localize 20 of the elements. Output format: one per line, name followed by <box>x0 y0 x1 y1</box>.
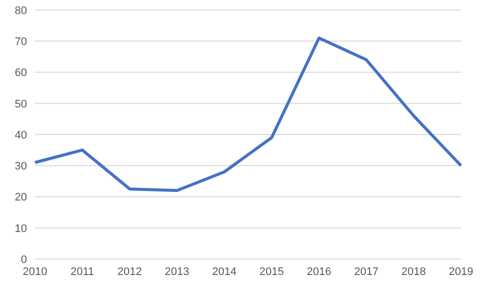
y-tick-label: 50 <box>14 98 27 110</box>
x-tick-label: 2013 <box>164 266 190 278</box>
y-tick-label: 80 <box>14 4 27 17</box>
x-tick-label: 2019 <box>448 266 474 278</box>
y-tick-label: 40 <box>14 129 27 142</box>
y-tick-label: 0 <box>20 254 27 266</box>
x-tick-label: 2016 <box>306 266 332 278</box>
y-tick-label: 20 <box>14 192 27 204</box>
line-series <box>34 36 462 192</box>
y-tick-label: 30 <box>14 160 27 173</box>
y-tick-label: 70 <box>14 36 27 48</box>
x-tick-label: 2018 <box>401 266 426 278</box>
y-tick-label: 10 <box>14 222 27 235</box>
x-tick-label: 2017 <box>354 266 379 278</box>
y-tick-label: 60 <box>14 67 27 80</box>
x-tick-label: 2011 <box>70 266 94 278</box>
x-tick-label: 2014 <box>212 266 237 278</box>
x-tick-label: 2015 <box>259 266 284 278</box>
x-tick-label: 2010 <box>22 266 48 278</box>
x-tick-label: 2012 <box>117 266 142 278</box>
